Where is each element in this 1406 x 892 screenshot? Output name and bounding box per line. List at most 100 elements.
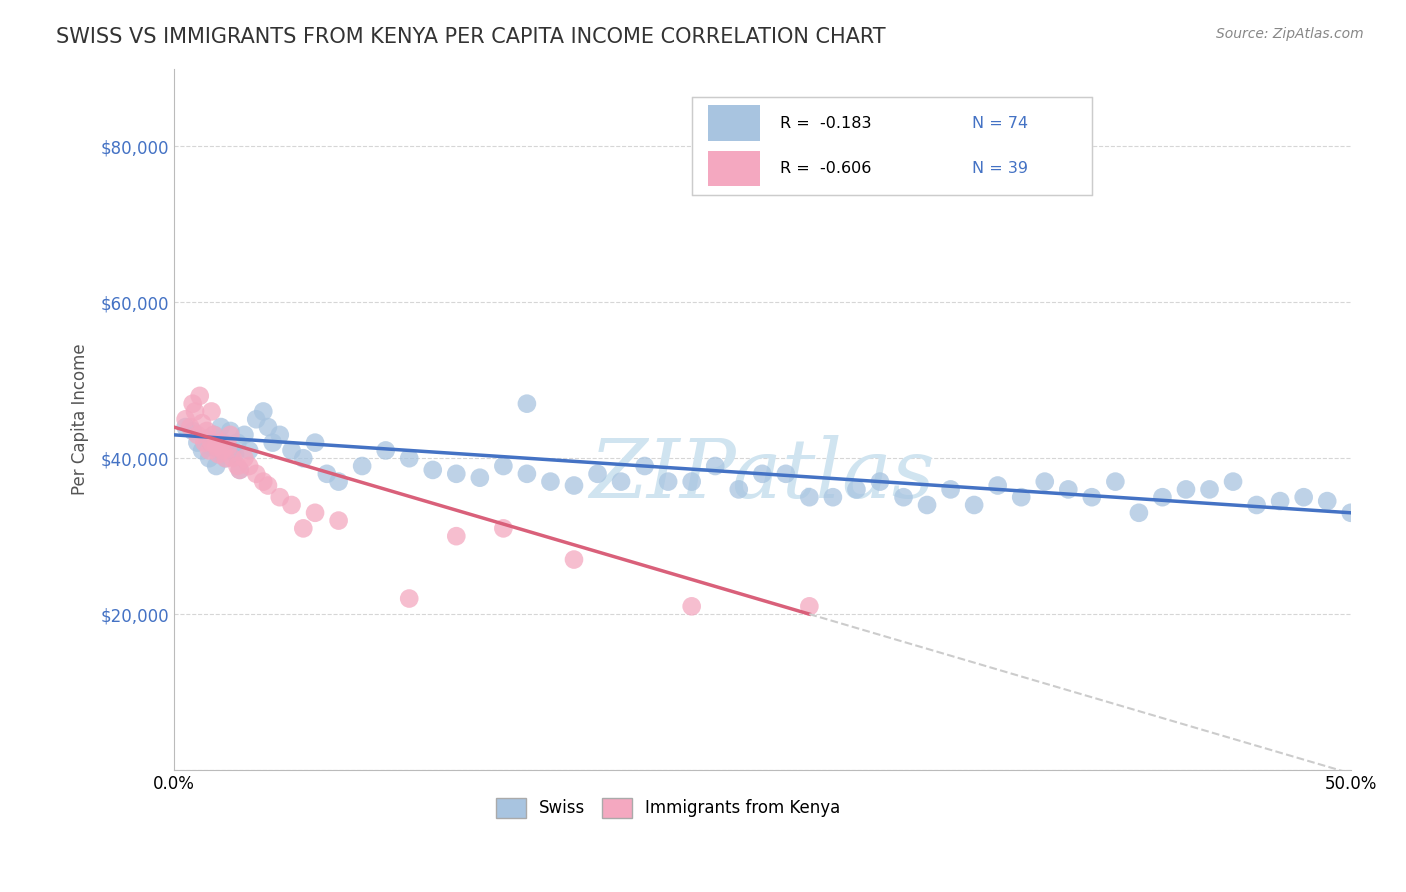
Point (610, 475, 633, 489)
Point (1010, 490, 1032, 504)
Point (1316, 494, 1339, 508)
Point (492, 458, 515, 473)
Point (1222, 475, 1244, 489)
Point (799, 490, 821, 504)
Point (775, 467, 797, 481)
Point (181, 397, 204, 411)
Point (200, 440, 222, 454)
Point (657, 475, 679, 489)
Point (217, 440, 239, 454)
Point (939, 483, 962, 497)
Point (186, 435, 208, 450)
Point (446, 529, 468, 543)
Point (987, 478, 1010, 492)
Point (186, 427, 208, 442)
Point (799, 599, 821, 614)
Point (207, 447, 229, 461)
Point (226, 435, 249, 450)
Point (179, 420, 201, 434)
Text: SWISS VS IMMIGRANTS FROM KENYA PER CAPITA INCOME CORRELATION CHART: SWISS VS IMMIGRANTS FROM KENYA PER CAPIT… (56, 27, 886, 46)
Point (257, 420, 280, 434)
Point (1081, 490, 1104, 504)
Point (174, 412, 197, 426)
Point (1340, 506, 1362, 520)
Point (304, 435, 326, 450)
Point (238, 443, 260, 458)
Point (821, 490, 844, 504)
Point (200, 435, 222, 450)
Point (212, 435, 235, 450)
Point (205, 440, 228, 454)
Point (915, 498, 938, 512)
Point (1104, 475, 1126, 489)
Point (633, 458, 655, 473)
Point (1175, 483, 1198, 497)
Point (233, 427, 256, 442)
Point (245, 412, 267, 426)
Point (516, 397, 538, 411)
Point (212, 443, 235, 458)
Point (1268, 494, 1291, 508)
Point (893, 490, 915, 504)
Point (468, 471, 491, 485)
Point (328, 514, 350, 528)
Point (191, 416, 214, 430)
Point (328, 475, 350, 489)
Point (174, 420, 197, 434)
Point (562, 478, 585, 492)
Point (191, 443, 214, 458)
Point (1033, 475, 1056, 489)
Legend: Swiss, Immigrants from Kenya: Swiss, Immigrants from Kenya (489, 791, 848, 825)
Point (245, 467, 267, 481)
Point (1246, 498, 1268, 512)
Point (219, 427, 242, 442)
Point (751, 467, 773, 481)
Text: Source: ZipAtlas.com: Source: ZipAtlas.com (1216, 27, 1364, 41)
Point (374, 443, 396, 458)
Point (292, 521, 315, 535)
Point (229, 463, 252, 477)
Point (516, 467, 538, 481)
Point (188, 389, 211, 403)
Point (214, 451, 236, 466)
Point (252, 404, 274, 418)
Point (586, 467, 609, 481)
Point (398, 591, 420, 606)
Point (492, 521, 515, 535)
Point (226, 458, 249, 473)
Point (446, 467, 468, 481)
Point (292, 451, 315, 466)
Point (398, 451, 420, 466)
Point (184, 404, 207, 418)
Point (1152, 490, 1174, 504)
Point (727, 483, 749, 497)
Point (209, 435, 232, 450)
Point (198, 443, 221, 458)
Point (195, 424, 218, 438)
Point (214, 451, 236, 466)
Point (200, 404, 222, 418)
Point (562, 552, 585, 566)
Point (202, 427, 225, 442)
Point (219, 424, 242, 438)
Point (233, 451, 256, 466)
Point (963, 498, 986, 512)
Point (304, 506, 326, 520)
Text: ZIPatlas: ZIPatlas (589, 435, 935, 516)
Point (269, 427, 291, 442)
Point (229, 463, 252, 477)
Point (540, 475, 562, 489)
Point (422, 463, 444, 477)
Point (209, 420, 232, 434)
Point (205, 458, 228, 473)
Point (280, 498, 302, 512)
Point (195, 432, 218, 446)
Point (257, 478, 280, 492)
Point (221, 451, 243, 466)
Point (1292, 490, 1315, 504)
Point (845, 483, 868, 497)
Point (681, 475, 703, 489)
Point (224, 447, 246, 461)
Point (262, 435, 284, 450)
Point (202, 427, 225, 442)
